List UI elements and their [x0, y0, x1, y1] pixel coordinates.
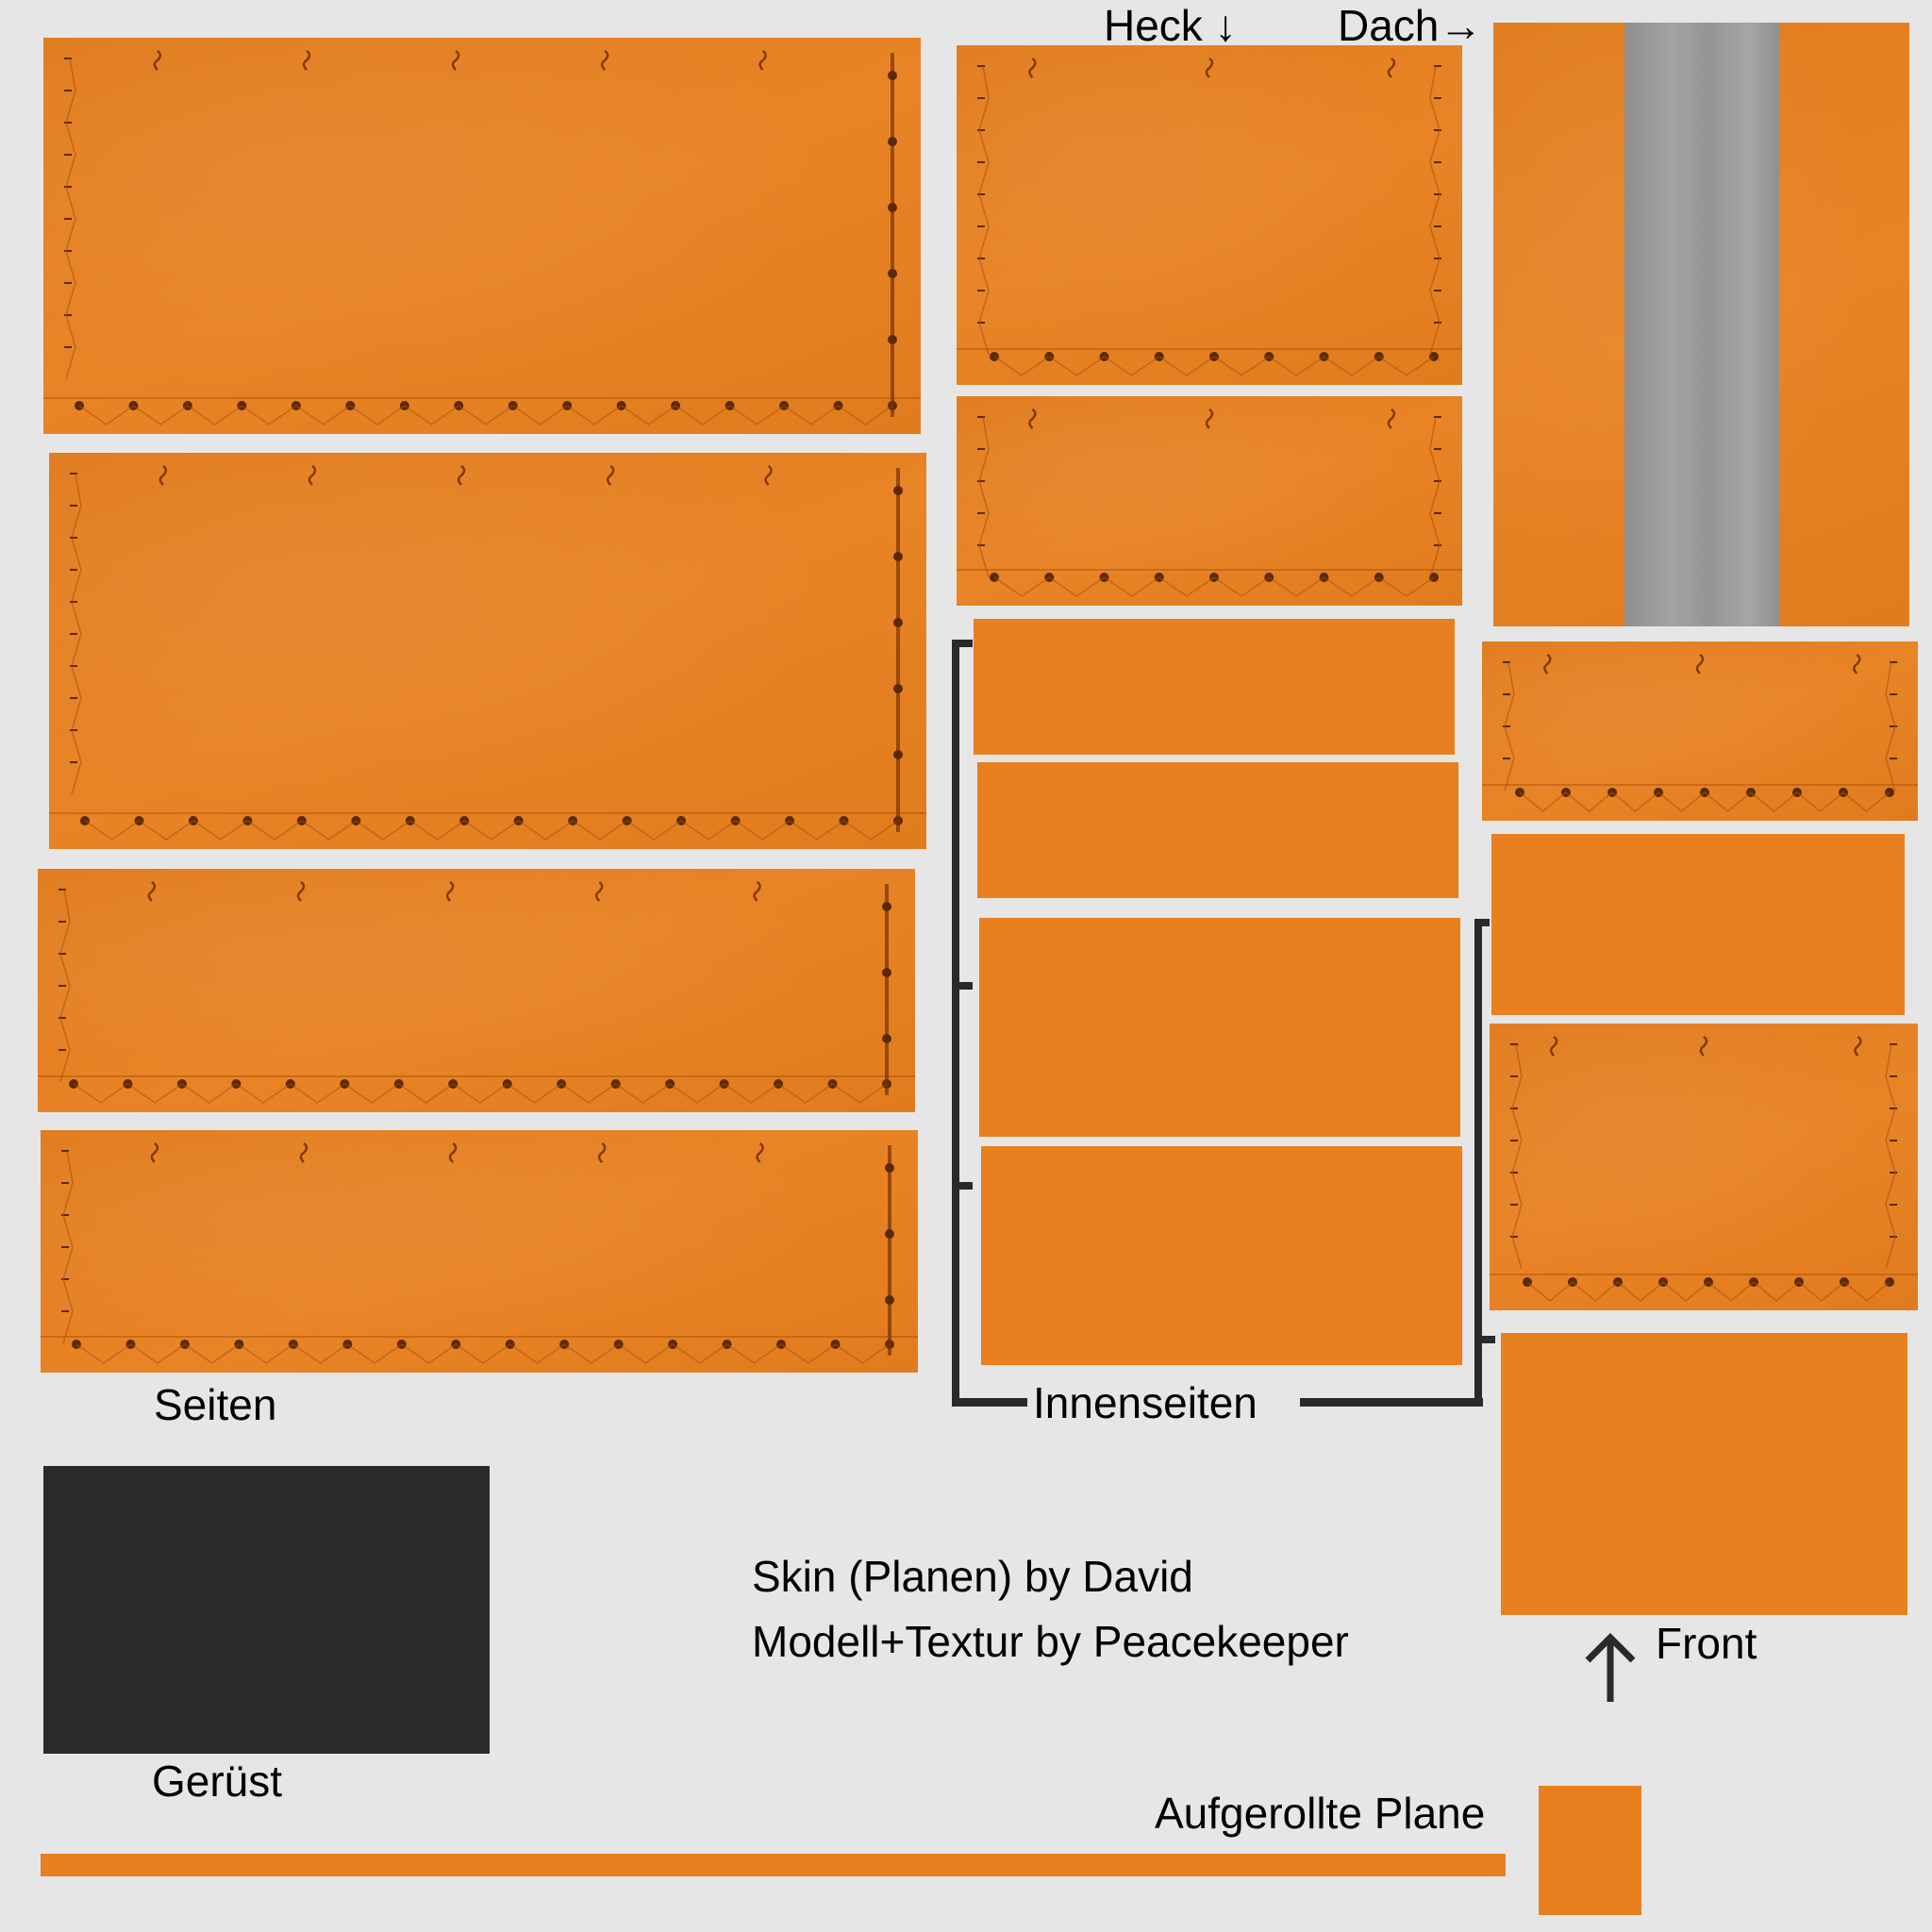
hook	[1549, 1035, 1558, 1057]
hook	[448, 1141, 458, 1163]
label-front: Front	[1656, 1619, 1757, 1668]
bracket-left-tick-2	[952, 982, 973, 990]
bracket-left-tick-1	[952, 640, 973, 647]
arrow-up-icon	[1584, 1632, 1637, 1704]
tarp-fixings	[1490, 1035, 1918, 1302]
hook	[147, 880, 157, 902]
front-inner-1	[1491, 834, 1905, 1015]
hook	[600, 49, 609, 71]
tarp-fixings	[1482, 653, 1918, 812]
hook	[445, 880, 455, 902]
credits-line-1: Skin (Planen) by David	[752, 1552, 1193, 1601]
tarp-fixings	[49, 464, 926, 841]
hook	[594, 880, 604, 902]
hook	[1699, 1035, 1708, 1057]
rear-tarp-1	[957, 45, 1462, 385]
hook	[1205, 57, 1214, 78]
tarp-fixings	[957, 57, 1462, 376]
hook	[153, 49, 162, 71]
inner-side-2	[977, 762, 1458, 898]
hook	[150, 1141, 159, 1163]
bracket-right-bottom	[1300, 1398, 1483, 1407]
label-geruest: Gerüst	[152, 1757, 283, 1806]
tarp-fixings	[957, 408, 1462, 597]
front-tarp-1	[1482, 641, 1918, 821]
bracket-right-vertical	[1474, 919, 1482, 1406]
rear-tarp-2	[957, 396, 1462, 606]
hook	[308, 464, 317, 486]
hook	[753, 880, 761, 902]
bracket-right-tick-1	[1474, 919, 1490, 926]
bracket-left-tick-3	[952, 1182, 973, 1190]
bracket-right-tick-2	[1474, 1336, 1495, 1343]
hook	[158, 464, 168, 486]
roof-gray-strip	[1624, 23, 1779, 626]
hook	[457, 464, 466, 486]
label-seiten: Seiten	[154, 1380, 277, 1429]
hook	[1028, 408, 1037, 429]
front-tarp-2	[1490, 1024, 1918, 1310]
hook	[764, 464, 773, 486]
side-tarp-3	[38, 869, 915, 1112]
side-tarp-4	[41, 1130, 918, 1373]
hook	[451, 49, 460, 71]
hook	[606, 464, 615, 486]
hook	[1543, 653, 1552, 675]
inner-side-3	[979, 918, 1460, 1137]
hook	[758, 49, 767, 71]
side-tarp-1	[43, 38, 921, 434]
frame-swatch	[43, 1466, 490, 1754]
credits-line-2: Modell+Textur by Peacekeeper	[752, 1617, 1349, 1666]
rolled-tarp-swatch	[1539, 1786, 1641, 1915]
hook	[597, 1141, 607, 1163]
bracket-left-vertical	[952, 640, 959, 1406]
label-innenseiten: Innenseiten	[1033, 1378, 1257, 1427]
tarp-fixings	[38, 880, 915, 1104]
hook	[1387, 57, 1396, 78]
hook	[1028, 57, 1037, 78]
hook	[1205, 408, 1214, 429]
hook	[1853, 653, 1861, 675]
hook	[1387, 408, 1396, 429]
front-inner-2	[1501, 1333, 1907, 1615]
bracket-left-bottom	[952, 1398, 1027, 1407]
hook	[1695, 653, 1705, 675]
hook	[756, 1141, 764, 1163]
side-tarp-2	[49, 453, 926, 849]
hook	[296, 880, 306, 902]
tarp-fixings	[41, 1141, 918, 1364]
label-dach: Dach→	[1338, 1, 1483, 50]
roof-tarp	[1493, 23, 1909, 626]
inner-side-1	[974, 619, 1455, 755]
rolled-tarp-strip	[41, 1854, 1506, 1876]
tarp-fixings	[43, 49, 921, 425]
inner-side-4	[981, 1146, 1462, 1365]
hook	[299, 1141, 308, 1163]
hook	[302, 49, 311, 71]
hook	[1854, 1035, 1862, 1057]
label-heck: Heck ↓	[1104, 1, 1237, 50]
label-aufgerollte-plane: Aufgerollte Plane	[1155, 1789, 1486, 1838]
